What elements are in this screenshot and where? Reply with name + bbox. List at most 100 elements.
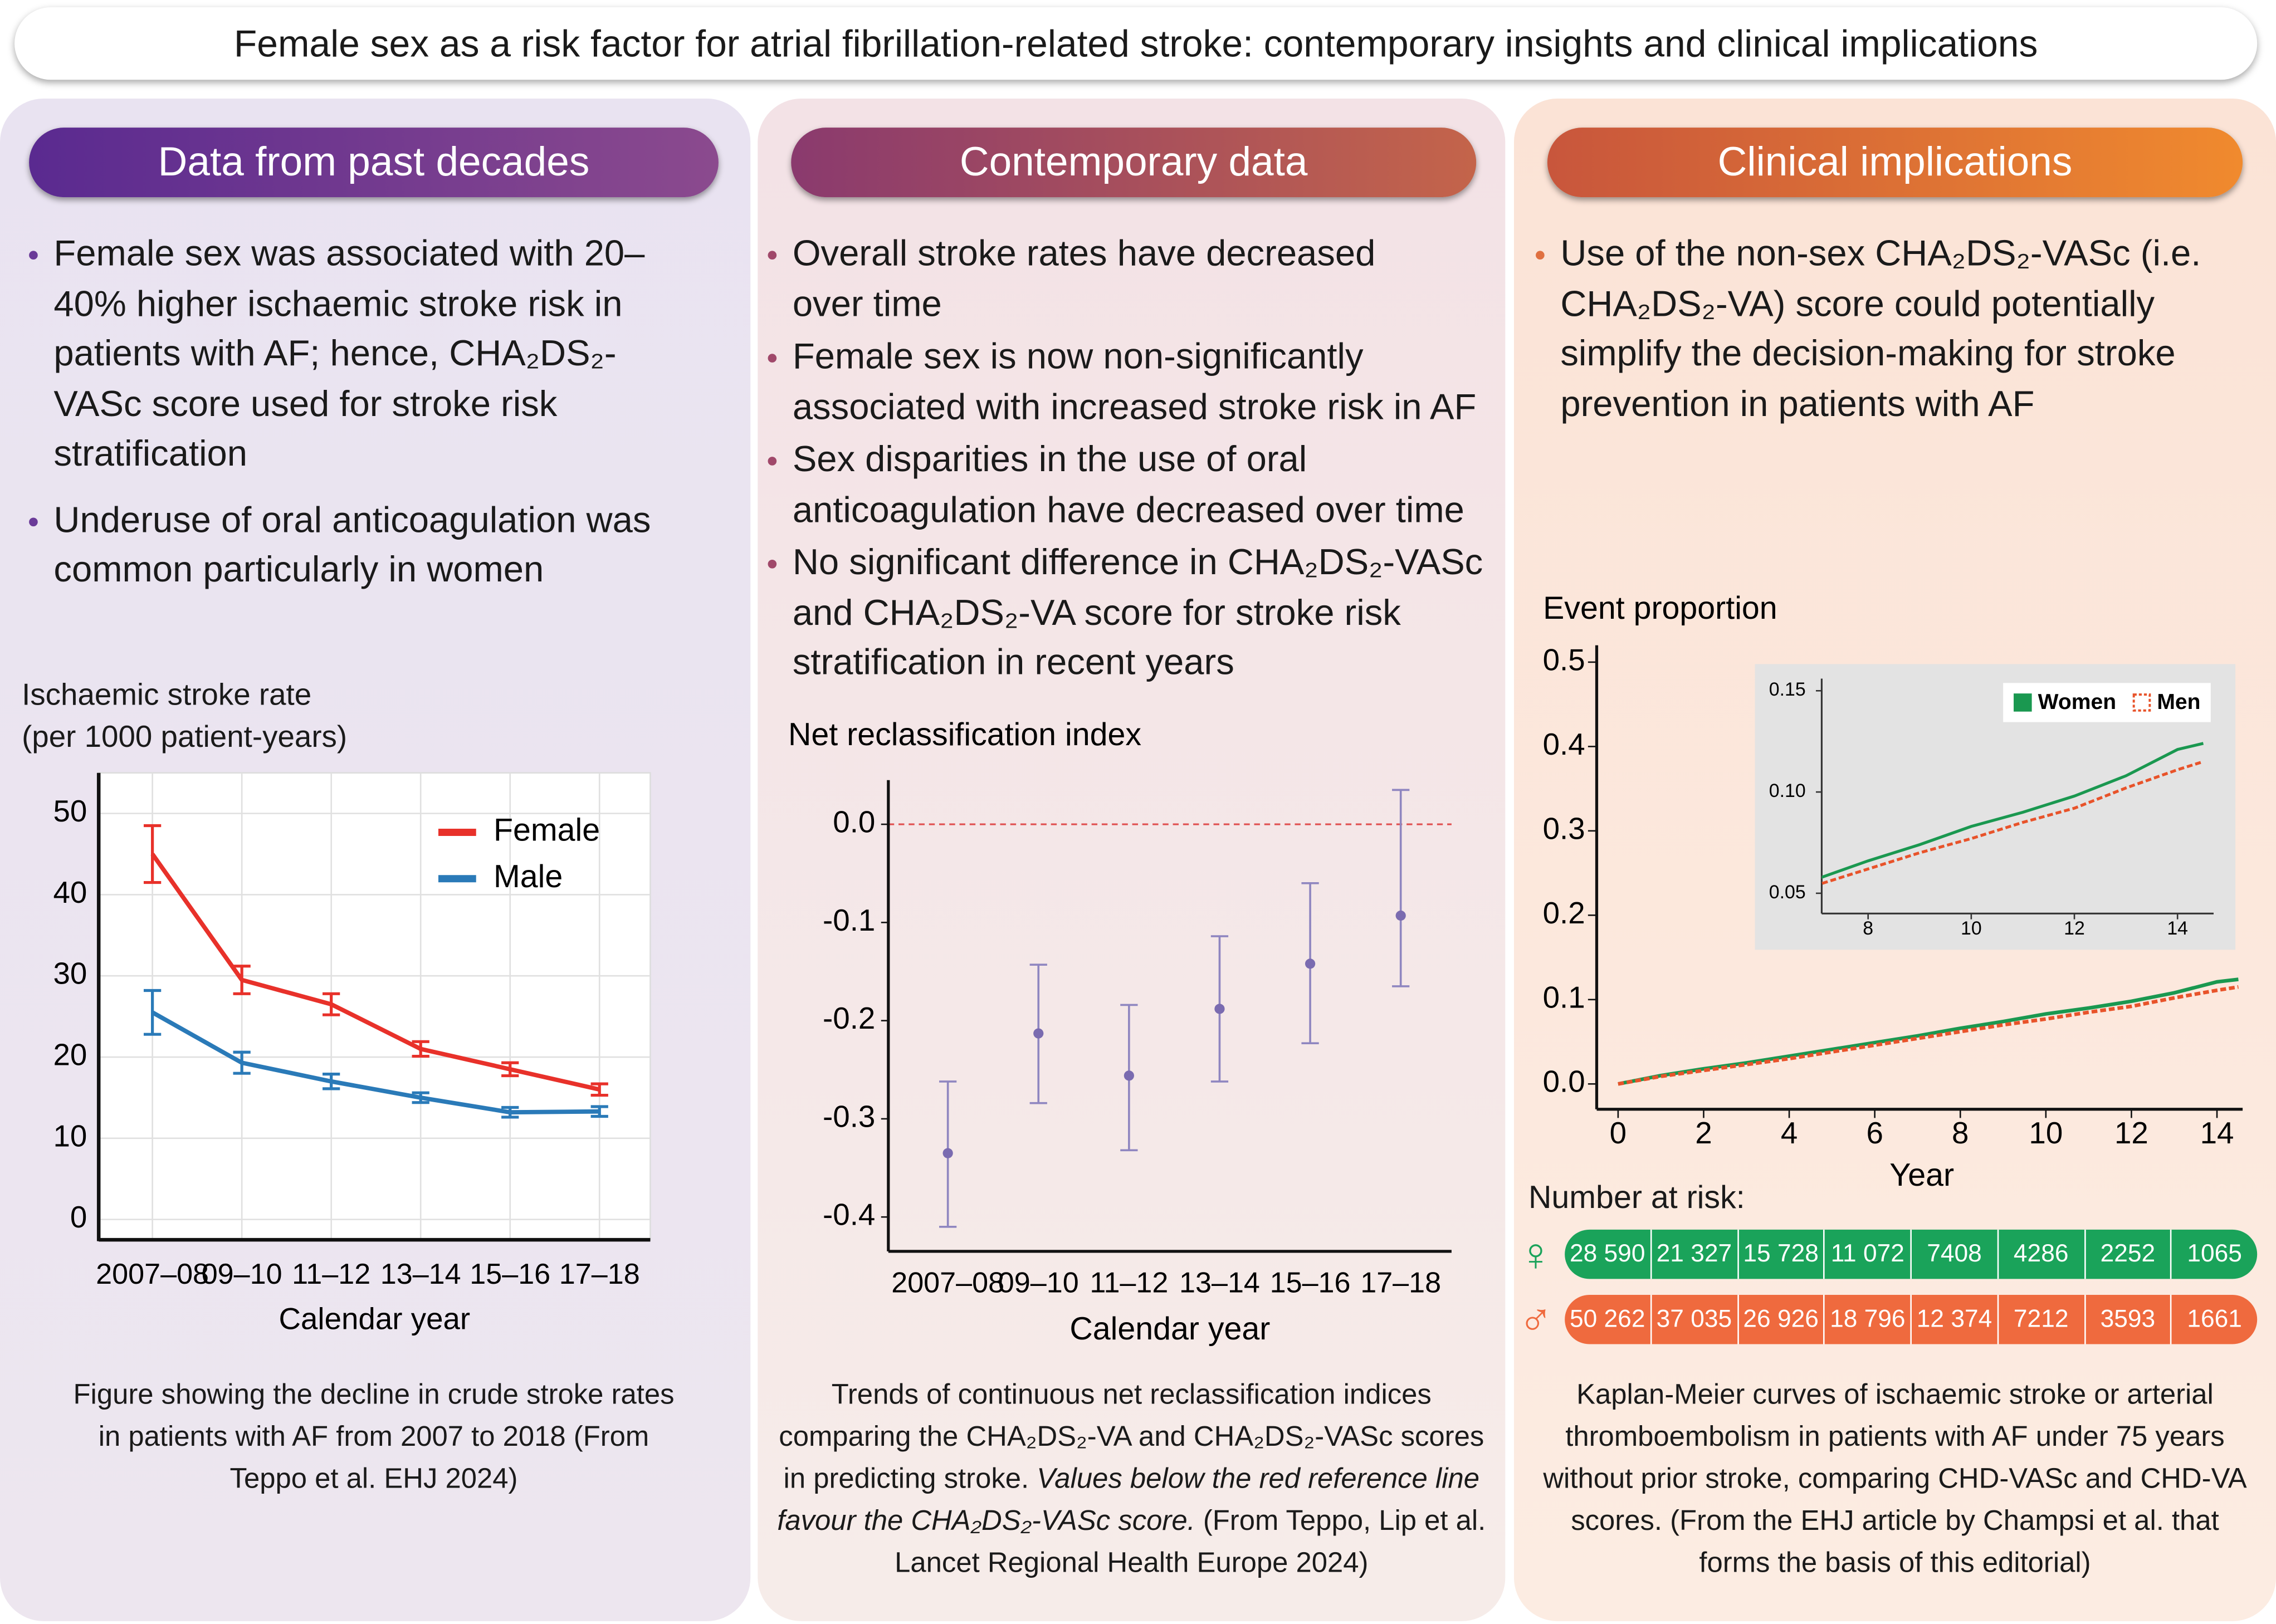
x-tick-label: 4 — [1781, 1116, 1798, 1150]
y-tick-label: -0.4 — [823, 1197, 875, 1232]
bullet-list: Use of the non-sex CHA₂DS₂-VASc (i.e. CH… — [1536, 229, 2254, 445]
risk-cell: 7212 — [1997, 1295, 2084, 1344]
y-tick-label: 10 — [53, 1118, 87, 1153]
point — [942, 1148, 953, 1158]
bullet-list: Female sex was associated with 20–40% hi… — [29, 229, 697, 611]
km-line — [1821, 760, 2204, 886]
point — [1395, 910, 1406, 921]
x-tick-label: 12 — [2114, 1116, 2148, 1150]
point — [1033, 1028, 1044, 1039]
inset-x-tick-label: 10 — [1961, 918, 1982, 939]
x-axis-title: Calendar year — [1069, 1311, 1270, 1347]
y-tick-label: -0.2 — [823, 1001, 875, 1035]
x-tick-label: 11–12 — [1090, 1267, 1168, 1299]
error-bar — [1392, 789, 1410, 987]
bullet: Female sex is now non-significantly asso… — [768, 332, 1501, 432]
risk-cell: 37 035 — [1650, 1295, 1737, 1344]
legend-label: Female — [494, 813, 600, 848]
risk-cell: 3593 — [2083, 1295, 2171, 1344]
y-tick-label: 20 — [53, 1037, 87, 1072]
x-tick-label: 8 — [1952, 1116, 1969, 1150]
error-bar — [590, 1105, 608, 1118]
y-tick-label: 30 — [53, 956, 87, 991]
y-tick-label: -0.1 — [823, 903, 875, 937]
panel-heading: Contemporary data — [791, 128, 1477, 198]
x-tick-label: 2007–08 — [96, 1258, 209, 1290]
point — [1305, 958, 1316, 969]
risk-cell: 12 374 — [1910, 1295, 1997, 1344]
y-axis-title: Ischaemic stroke rate (per 1000 patient-… — [22, 674, 347, 759]
inset-lines — [1821, 742, 2204, 886]
y-tick-label: 0.4 — [1543, 727, 1585, 761]
point — [1214, 1004, 1225, 1014]
x-tick-label: 15–16 — [1270, 1267, 1351, 1299]
x-tick-label: 09–10 — [998, 1267, 1079, 1299]
legend-label: Women — [2038, 690, 2116, 714]
risk-cell: 2252 — [2083, 1229, 2171, 1279]
legend-box — [2003, 683, 2211, 722]
inset-x-tick-label: 14 — [2167, 918, 2188, 939]
x-tick-label: 0 — [1610, 1116, 1627, 1150]
km-line — [1618, 985, 2239, 1086]
x-tick-label: 10 — [2029, 1116, 2063, 1150]
inset-x-tick-label: 8 — [1863, 918, 1873, 939]
km-line — [1821, 742, 2204, 879]
bullet: No significant difference in CHA₂DS₂-VAS… — [768, 538, 1489, 688]
y-axis-title-line: (per 1000 patient-years) — [22, 720, 348, 754]
legend-swatch — [2014, 693, 2032, 712]
legend-label: Men — [2157, 690, 2200, 714]
caption: Figure showing the decline in crude stro… — [73, 1379, 675, 1495]
plot-area — [97, 772, 651, 1241]
y-tick-label: 0.2 — [1543, 896, 1585, 930]
error-bar — [501, 1106, 519, 1119]
inset-y-tick-label: 0.15 — [1769, 679, 1806, 700]
point — [1124, 1070, 1134, 1081]
risk-cell: 11 072 — [1823, 1229, 1911, 1279]
x-tick-label: 17–18 — [559, 1258, 640, 1290]
error-bar — [143, 989, 162, 1036]
risk-cell: 21 327 — [1650, 1229, 1737, 1279]
bullet: Underuse of oral anticoagulation was com… — [29, 495, 697, 595]
x-tick-label: 14 — [2200, 1116, 2234, 1150]
x-tick-label: 2007–08 — [891, 1267, 1004, 1299]
risk-cell: 50 262 — [1569, 1305, 1645, 1333]
legend-label: Male — [494, 859, 563, 894]
x-tick-label: 13–14 — [1179, 1267, 1260, 1299]
bullet: Use of the non-sex CHA₂DS₂-VASc (i.e. CH… — [1536, 229, 2254, 429]
x-tick-label: 6 — [1866, 1116, 1883, 1150]
x-tick-label: 2 — [1695, 1116, 1712, 1150]
bullet: Sex disparities in the use of oral antic… — [768, 435, 1501, 535]
chart-title: Event proportion — [1543, 590, 1777, 626]
x-tick-label: 11–12 — [292, 1258, 370, 1290]
bullet: Overall stroke rates have decreased over… — [768, 229, 1403, 329]
x-tick-label: 13–14 — [380, 1258, 461, 1290]
error-bar — [143, 824, 162, 884]
risk-symbol: ♂ — [1518, 1293, 1554, 1346]
inset-y-tick-label: 0.05 — [1769, 882, 1806, 903]
inset-y-tick-label: 0.10 — [1769, 780, 1806, 801]
error-bar — [590, 1082, 608, 1097]
title: Female sex as a risk factor for atrial f… — [14, 7, 2258, 80]
bullet: Female sex was associated with 20–40% hi… — [29, 229, 697, 479]
error-bar — [412, 1091, 429, 1104]
panel: Contemporary data Overall stroke rates h… — [758, 99, 1506, 1621]
risk-row: 28 590 21 327 15 728 11 072 7408 4286 2252 1065 — [1565, 1229, 2258, 1279]
chart-title: Net reclassification index — [788, 717, 1141, 752]
x-tick-label: 09–10 — [202, 1258, 282, 1290]
risk-table-title: Number at risk: — [1528, 1178, 1745, 1215]
risk-cell: 18 796 — [1823, 1295, 1911, 1344]
y-tick-label: 0.1 — [1543, 980, 1585, 1014]
x-tick-label: 17–18 — [1360, 1267, 1441, 1299]
risk-cell: 7408 — [1910, 1229, 1997, 1279]
risk-cell: 15 728 — [1736, 1229, 1824, 1279]
line — [150, 853, 600, 1092]
risk-symbol: ♀ — [1518, 1228, 1554, 1280]
risk-cell: 26 926 — [1736, 1295, 1824, 1344]
y-tick-label: 0.0 — [833, 805, 875, 839]
caption: Kaplan-Meier curves of ischaemic stroke … — [1543, 1379, 2247, 1579]
km-line — [1618, 977, 2239, 1086]
y-tick-label: 0.0 — [1543, 1064, 1585, 1099]
